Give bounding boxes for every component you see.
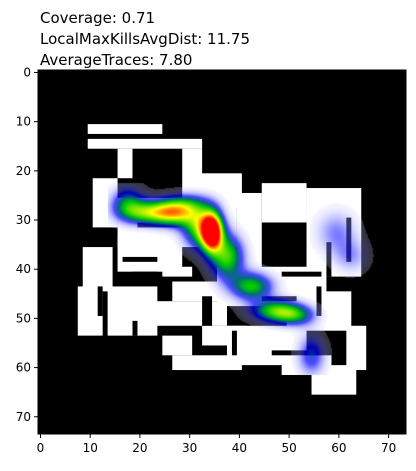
x-tick-label-1: 10 xyxy=(83,441,98,455)
y-tick-label-1: 10 xyxy=(16,115,31,129)
x-tick-label-5: 50 xyxy=(281,441,296,455)
y-tick-label-3: 30 xyxy=(16,213,31,227)
chart-title: Coverage: 0.71 LocalMaxKillsAvgDist: 11.… xyxy=(40,9,250,69)
y-tick-label-4: 40 xyxy=(16,262,31,276)
title-line-local-max-kills: LocalMaxKillsAvgDist: 11.75 xyxy=(40,30,250,48)
title-line-average-traces: AverageTraces: 7.80 xyxy=(40,51,192,69)
y-tick-label-0: 0 xyxy=(23,65,31,79)
x-tick-label-7: 70 xyxy=(381,441,396,455)
y-tick-label-5: 50 xyxy=(16,311,31,325)
x-tick-label-6: 60 xyxy=(331,441,346,455)
y-tick-label-6: 60 xyxy=(16,361,31,375)
axes-frame xyxy=(37,69,407,435)
title-line-coverage: Coverage: 0.71 xyxy=(40,9,155,27)
x-tick-label-4: 40 xyxy=(232,441,247,455)
x-axis: 0 10 20 30 40 50 60 70 xyxy=(37,434,396,455)
density-overlay xyxy=(38,70,406,434)
y-axis: 0 10 20 30 40 50 60 70 xyxy=(16,65,38,424)
y-tick-label-7: 70 xyxy=(16,410,31,424)
x-tick-label-0: 0 xyxy=(37,441,45,455)
x-tick-label-2: 20 xyxy=(132,441,147,455)
x-tick-label-3: 30 xyxy=(182,441,197,455)
y-tick-label-2: 20 xyxy=(16,164,31,178)
